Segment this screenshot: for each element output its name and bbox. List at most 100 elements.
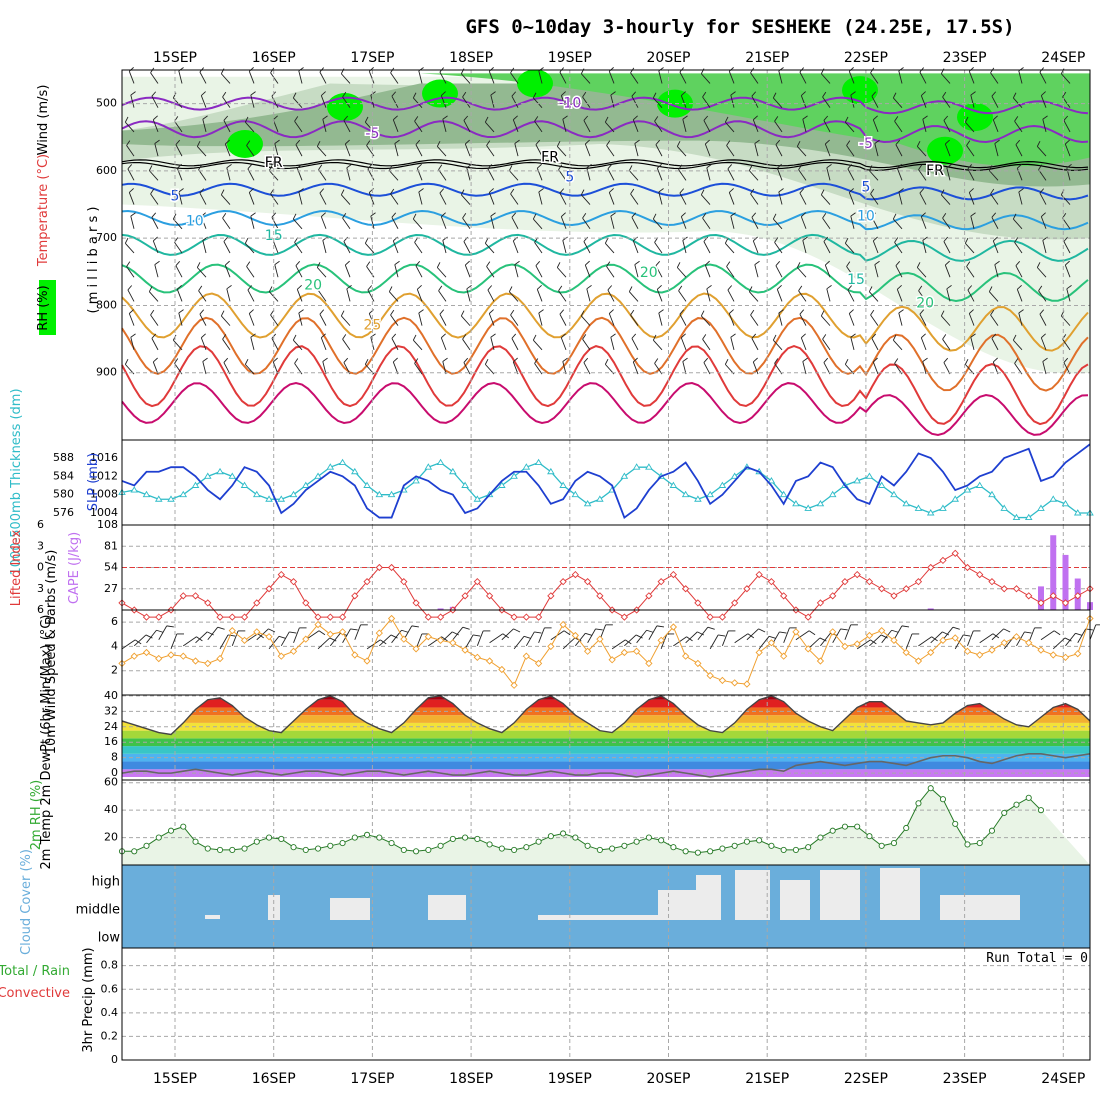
- wind-barb: [1038, 290, 1047, 302]
- axis-label-wind10m: 10m Wind Speed & Barbs (m/s): [44, 550, 59, 755]
- wind-barb-feather: [559, 309, 565, 315]
- wind-barb-feather: [298, 309, 304, 314]
- wind-barb: [582, 96, 591, 108]
- rh2m-marker: [192, 838, 199, 845]
- wind-barb-feather: [970, 91, 976, 96]
- wind-barb-feather: [129, 67, 134, 72]
- wind-barb-feather: [1017, 163, 1022, 169]
- wind-barb-feather: [297, 163, 302, 169]
- contour-label: 15: [847, 272, 865, 288]
- tick-label: 584: [53, 469, 74, 482]
- lifted-index-marker: [963, 563, 972, 572]
- wind-barb: [918, 169, 927, 181]
- wind-barb-feather: [894, 116, 899, 122]
- temp-band: [122, 699, 1090, 708]
- wind-barb-feather: [1024, 631, 1032, 634]
- wind-barb: [1040, 337, 1047, 351]
- cape-bar: [1062, 554, 1069, 610]
- wind-barb: [130, 216, 135, 229]
- wind-barb: [487, 289, 495, 302]
- wind-barb-feather: [558, 164, 563, 170]
- wind-speed-marker: [829, 628, 837, 636]
- wind-barb-feather: [1042, 357, 1048, 362]
- wind-barb-feather: [1036, 262, 1041, 268]
- wind-barb: [199, 313, 207, 326]
- wind-barb: [918, 636, 932, 647]
- wind-barb: [296, 168, 303, 181]
- wind-barb-feather: [774, 358, 779, 364]
- wind-barb-feather: [922, 236, 928, 241]
- wind-barb: [389, 291, 399, 302]
- wind-barb: [557, 146, 567, 157]
- wind-barb-feather: [124, 116, 129, 123]
- wind-barb-feather: [220, 310, 225, 317]
- wind-barb-feather: [172, 92, 177, 99]
- rh-legend-swatch: [39, 280, 56, 335]
- date-tick-label-bottom: 22SEP: [844, 1071, 888, 1087]
- lifted-index-marker: [645, 592, 653, 600]
- wind-barb-feather: [153, 357, 158, 363]
- wind-barb-feather: [486, 261, 491, 267]
- wind-barb: [513, 636, 525, 650]
- wind-barb: [485, 121, 495, 133]
- wind-barb: [329, 633, 341, 647]
- wind-barb-feather: [369, 67, 374, 72]
- wind-barb: [725, 242, 735, 254]
- wind-barb-feather: [124, 358, 129, 365]
- wind-barb-feather: [758, 628, 766, 633]
- wind-barb: [1014, 242, 1023, 254]
- wind-barb: [354, 624, 362, 640]
- wind-barb-feather: [849, 67, 854, 72]
- wind-barb: [219, 634, 229, 650]
- wind-barb-feather: [753, 115, 758, 121]
- thickness-marker: [277, 495, 286, 502]
- wind-barb: [820, 633, 831, 647]
- wind-barb-feather: [840, 628, 848, 631]
- wind-barb: [703, 241, 711, 254]
- rh2m-marker: [376, 834, 383, 841]
- wind-barb-feather: [874, 260, 880, 265]
- date-tick-label-bottom: 21SEP: [745, 1071, 789, 1087]
- wind-barb: [559, 192, 567, 205]
- wind-barb-feather: [1014, 358, 1019, 364]
- wind-barb: [280, 631, 290, 647]
- wind-barb-feather: [318, 630, 326, 636]
- tick-label: 6: [37, 603, 44, 616]
- wind-barb: [587, 628, 596, 644]
- wind-barb-feather: [676, 262, 681, 268]
- wind-barb: [158, 625, 168, 640]
- wind-barb-feather: [490, 212, 496, 217]
- thickness-marker: [804, 504, 812, 511]
- wind-barb-feather: [321, 91, 326, 96]
- wind-barb: [221, 73, 231, 84]
- wind-barb-feather: [772, 92, 777, 99]
- wind-barb-feather: [319, 188, 325, 194]
- tick-label: 0: [37, 561, 44, 574]
- wind-barb-feather: [892, 92, 897, 99]
- wind-barb: [881, 629, 892, 644]
- wind-barb: [631, 338, 639, 351]
- wind-barb-feather: [414, 358, 419, 364]
- wind-barb: [994, 264, 999, 278]
- wind-barb: [501, 628, 514, 641]
- thickness-marker: [142, 490, 151, 498]
- wind-barb-feather: [945, 260, 950, 266]
- wind-barb-feather: [514, 139, 520, 144]
- wind-barb: [319, 71, 327, 84]
- thickness-marker: [828, 490, 837, 498]
- wind-barb-feather: [366, 140, 371, 146]
- wind-barb: [1062, 96, 1071, 108]
- lifted-index-marker: [804, 613, 812, 621]
- rh2m-marker: [927, 785, 934, 792]
- wind-barb: [869, 634, 882, 647]
- wind-barb-feather: [295, 260, 301, 267]
- thickness-marker: [1037, 504, 1045, 511]
- wind-barb: [440, 216, 447, 229]
- wind-barb-feather: [388, 165, 393, 171]
- wind-speed-marker: [338, 628, 347, 636]
- wind-speed-marker: [375, 629, 383, 637]
- wind-barb-feather: [595, 628, 603, 631]
- wind-barb-feather: [508, 165, 513, 171]
- wind-barb-feather: [441, 333, 446, 339]
